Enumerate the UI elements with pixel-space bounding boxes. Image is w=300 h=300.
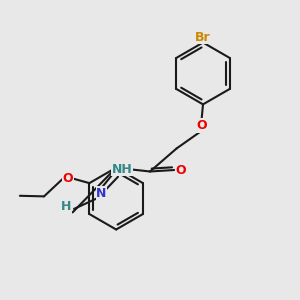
Text: H: H [61,200,71,213]
Text: O: O [63,172,74,185]
Text: Br: Br [195,31,211,44]
Text: NH: NH [112,163,132,176]
Text: O: O [175,164,186,176]
Text: O: O [196,119,207,132]
Text: N: N [96,187,106,200]
